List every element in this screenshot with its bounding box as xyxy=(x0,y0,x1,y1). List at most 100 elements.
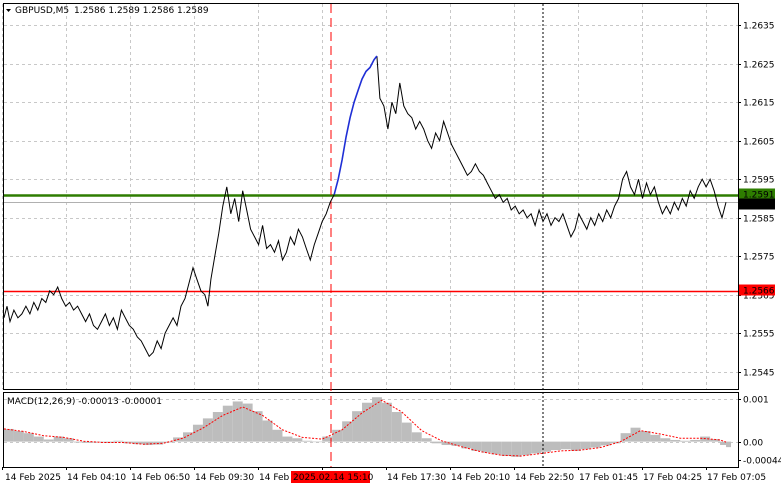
macd-bar xyxy=(252,411,263,442)
macd-bar xyxy=(123,441,134,444)
macd-bar xyxy=(43,439,54,442)
macd-bar xyxy=(362,402,372,442)
macd-bar xyxy=(143,441,154,446)
macd-bar xyxy=(371,397,382,442)
y-tick-label: 1.2605 xyxy=(743,138,775,148)
macd-bar xyxy=(531,441,542,454)
x-tick-label: 14 Feb 17:30 xyxy=(387,473,446,483)
price-level-tags: 1.2591 1.2566 1.2589 xyxy=(739,188,775,297)
macd-bar xyxy=(73,441,84,443)
y-tick-label: 1.2585 xyxy=(743,215,775,225)
macd-bar xyxy=(13,431,24,442)
ohlc-values: 1.2586 1.2589 1.2586 1.2589 xyxy=(74,6,209,16)
level-tag-bid xyxy=(739,198,775,210)
x-tick-label: 17 Feb 07:05 xyxy=(707,473,766,483)
macd-bar xyxy=(272,429,283,442)
y-tick-label: 1.2595 xyxy=(743,176,775,186)
macd-bar xyxy=(23,433,34,442)
macd-bar xyxy=(421,438,432,442)
macd-bar xyxy=(242,403,253,442)
macd-bar xyxy=(600,441,611,446)
macd-bar xyxy=(192,424,203,442)
y-tick-label: 1.2575 xyxy=(743,253,775,263)
macd-tick-label: 0.001 xyxy=(743,396,769,406)
macd-bar xyxy=(680,440,691,442)
macd-bar xyxy=(322,436,333,442)
macd-histogram xyxy=(4,397,732,457)
macd-bar xyxy=(312,441,323,443)
y-tick-label: 1.2625 xyxy=(743,61,775,71)
macd-bar xyxy=(550,441,561,451)
time-marker-tag xyxy=(291,471,370,483)
price-levels xyxy=(4,194,738,293)
x-tick-label: 14 Feb xyxy=(259,473,290,483)
macd-bar xyxy=(610,441,621,444)
macd-bar xyxy=(640,431,651,442)
x-tick-label: 17 Feb 01:45 xyxy=(579,473,638,483)
macd-bar xyxy=(650,434,661,442)
macd-bar xyxy=(262,420,273,442)
macd-bar xyxy=(33,436,44,442)
price-series-blue-segment xyxy=(333,55,378,195)
macd-bar xyxy=(541,441,551,452)
macd-axis: 0.001 0.00 -0.00044 xyxy=(738,396,781,467)
macd-bar xyxy=(83,441,94,443)
y-tick-label: 1.2545 xyxy=(743,369,775,379)
macd-bar xyxy=(183,432,193,442)
time-marker-label: 2025.02.14 15:10 xyxy=(293,473,374,483)
macd-bar xyxy=(570,441,581,451)
macd-bar xyxy=(212,412,223,442)
x-tick-label: 14 Feb 20:10 xyxy=(451,473,510,483)
macd-bar xyxy=(63,438,74,442)
macd-bar xyxy=(660,438,671,442)
macd-bar xyxy=(521,441,532,456)
macd-bar xyxy=(511,441,522,457)
price-series-line-after xyxy=(376,55,727,239)
macd-bar xyxy=(4,428,14,442)
macd-bar xyxy=(481,441,492,453)
y-tick-label: 1.2615 xyxy=(743,99,775,109)
macd-signal-line xyxy=(3,399,727,457)
macd-bar xyxy=(391,412,402,442)
symbol-dropdown-icon[interactable] xyxy=(6,9,11,12)
macd-bar xyxy=(202,418,213,442)
level-tag-label: 1.2589 xyxy=(743,201,775,211)
macd-bar xyxy=(411,432,422,442)
y-tick-label: 1.2635 xyxy=(743,22,775,32)
macd-bar xyxy=(53,436,64,442)
macd-bar xyxy=(560,441,571,450)
price-axis: 1.26351.26251.26151.26051.25951.25851.25… xyxy=(738,22,775,379)
macd-bar xyxy=(352,411,363,442)
level-tag-green xyxy=(739,188,775,200)
macd-bar xyxy=(670,439,681,442)
macd-bar xyxy=(451,441,462,446)
macd-bar xyxy=(720,441,727,446)
symbol-label[interactable]: GBPUSD,M5 xyxy=(15,6,69,16)
y-tick-label: 1.2565 xyxy=(743,292,775,302)
macd-bar xyxy=(133,441,144,445)
macd-bar xyxy=(710,439,721,442)
macd-bar xyxy=(491,441,502,455)
macd-header: MACD(12,26,9) -0.00013 -0.00001 xyxy=(7,397,162,407)
level-tag-label: 1.2591 xyxy=(743,191,775,201)
macd-bar xyxy=(501,441,512,457)
macd-bar xyxy=(590,441,601,448)
time-axis: 14 Feb 2025 14 Feb 04:10 14 Feb 06:50 14 Fe… xyxy=(2,467,766,483)
macd-bar xyxy=(401,422,412,442)
x-tick-label: 14 Feb 22:50 xyxy=(515,473,574,483)
macd-bar xyxy=(292,438,303,442)
price-series-line xyxy=(3,186,335,358)
x-tick-label: 14 Feb 06:50 xyxy=(131,473,190,483)
x-tick-label: 14 Feb 09:30 xyxy=(195,473,254,483)
macd-bar xyxy=(332,429,343,442)
macd-bar xyxy=(630,427,641,442)
macd-bar xyxy=(232,401,243,442)
macd-tick-label: -0.00044 xyxy=(743,457,781,467)
macd-bar xyxy=(113,440,124,442)
macd-bar xyxy=(580,441,591,450)
macd-bar xyxy=(302,440,313,442)
macd-bar xyxy=(431,441,442,444)
macd-bar xyxy=(381,402,392,442)
x-tick-label: 14 Feb 2025 xyxy=(5,473,61,483)
